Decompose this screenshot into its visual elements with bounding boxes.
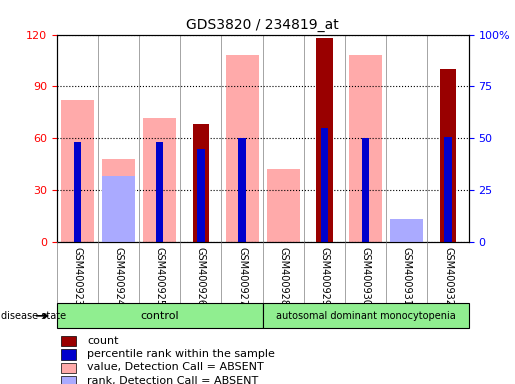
Bar xyxy=(74,142,81,242)
Bar xyxy=(61,363,76,373)
Text: autosomal dominant monocytopenia: autosomal dominant monocytopenia xyxy=(276,311,456,321)
Bar xyxy=(390,220,423,242)
Text: percentile rank within the sample: percentile rank within the sample xyxy=(88,349,275,359)
Bar xyxy=(444,137,452,242)
Bar xyxy=(193,124,209,242)
Bar xyxy=(267,169,300,242)
Text: GSM400926: GSM400926 xyxy=(196,247,206,306)
Bar xyxy=(143,118,176,242)
Bar xyxy=(61,336,76,346)
Text: GSM400932: GSM400932 xyxy=(443,247,453,306)
Text: GSM400928: GSM400928 xyxy=(278,247,288,306)
Text: control: control xyxy=(140,311,179,321)
Bar xyxy=(263,303,469,328)
Text: GSM400923: GSM400923 xyxy=(72,247,82,306)
Bar xyxy=(61,376,76,384)
Text: GSM400930: GSM400930 xyxy=(360,247,371,306)
Bar xyxy=(349,55,382,242)
Text: GSM400925: GSM400925 xyxy=(154,247,165,306)
Bar xyxy=(197,149,204,242)
Bar xyxy=(57,303,263,328)
Bar xyxy=(316,38,333,242)
Text: rank, Detection Call = ABSENT: rank, Detection Call = ABSENT xyxy=(88,376,259,384)
Title: GDS3820 / 234819_at: GDS3820 / 234819_at xyxy=(186,18,339,32)
Bar xyxy=(321,128,328,242)
Text: GSM400924: GSM400924 xyxy=(113,247,124,306)
Bar xyxy=(440,69,456,242)
Text: GSM400931: GSM400931 xyxy=(402,247,412,306)
Bar xyxy=(390,228,423,242)
Bar xyxy=(238,138,246,242)
Text: GSM400929: GSM400929 xyxy=(319,247,330,306)
Bar xyxy=(61,349,76,359)
Bar xyxy=(362,138,369,242)
Bar xyxy=(61,100,94,242)
Bar xyxy=(102,159,135,242)
Text: disease state: disease state xyxy=(1,311,66,321)
Text: GSM400927: GSM400927 xyxy=(237,247,247,306)
Bar xyxy=(226,55,259,242)
Text: value, Detection Call = ABSENT: value, Detection Call = ABSENT xyxy=(88,362,264,372)
Bar xyxy=(156,142,163,242)
Bar xyxy=(102,176,135,242)
Text: count: count xyxy=(88,336,119,346)
